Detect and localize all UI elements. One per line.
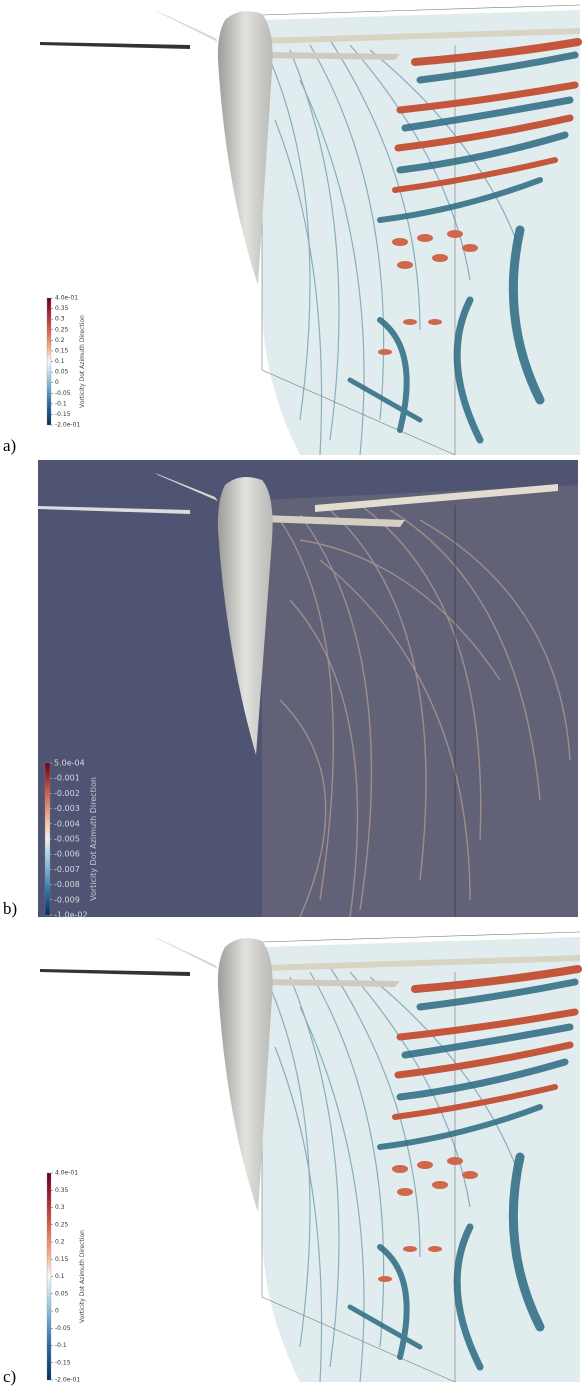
colorbar-tick-label: 0.2: [55, 337, 65, 344]
figure: a) 4.0e-01 0.35 0.3 0.25 0.2 0.15 0.1 0.05 0 -0.05…: [0, 0, 582, 1387]
colorbar-tick-label: 4.0e-01: [55, 295, 78, 302]
colorbar-tick-label: -0.15: [55, 1359, 71, 1366]
colorbar-title: Vorticity Dot Azimuth Direction: [79, 1230, 86, 1323]
colorbar-tick-label: -0.006: [54, 850, 80, 859]
colorbar-tick-label: -0.1: [55, 1342, 67, 1349]
colorbar-tick-label: 0: [55, 1308, 59, 1315]
page: {"panels": [ {"label": "a)", "colorbar":…: [0, 0, 582, 1387]
colorbar-tick-label: 5.0e-04: [54, 759, 85, 768]
colorbar-tick-label: 0: [55, 379, 59, 386]
colorbar-tick-label: -0.003: [54, 804, 80, 813]
colorbar-tick-label: 0.35: [55, 1187, 69, 1194]
colorbar-tick-label: 0.3: [55, 316, 65, 323]
colorbar-tick-label: 0.3: [55, 1204, 65, 1211]
colorbar-tick-label: -1.0e-02: [54, 911, 88, 920]
colorbar-tick-label: 0.25: [55, 326, 69, 333]
panel-label: b): [3, 899, 17, 918]
colorbar-tick-label: -0.004: [54, 819, 80, 828]
colorbar-tick-label: 0.05: [55, 1290, 69, 1297]
colorbar-tick-label: 0.35: [55, 305, 69, 312]
colorbar-tick-label: -2.0e-01: [55, 1377, 80, 1384]
colorbar-tick-label: -0.15: [55, 411, 71, 418]
colorbar-tick-label: 0.15: [55, 347, 69, 354]
colorbar-tick-label: -0.002: [54, 789, 80, 798]
colorbar-tick-label: -0.008: [54, 880, 80, 889]
panel-c: [40, 932, 580, 1382]
colorbar-tick-label: -2.0e-01: [55, 422, 80, 429]
colorbar-tick-label: 0.25: [55, 1221, 69, 1228]
colorbar: [47, 298, 51, 425]
colorbar-tick-label: 4.0e-01: [55, 1170, 78, 1177]
colorbar-title: Vorticity Dot Azimuth Direction: [89, 777, 98, 901]
colorbar: [45, 763, 50, 915]
colorbar-tick-label: 0.15: [55, 1256, 69, 1263]
colorbar-tick-label: -0.1: [55, 400, 67, 407]
colorbar-tick-label: 0.1: [55, 1273, 65, 1280]
colorbar-tick-label: -0.009: [54, 895, 80, 904]
colorbar-tick-label: -0.007: [54, 865, 80, 874]
colorbar-tick-label: -0.001: [54, 774, 80, 783]
colorbar-tick-label: 0.1: [55, 358, 65, 365]
panel-a: [40, 5, 580, 455]
colorbar-tick-label: -0.05: [55, 390, 71, 397]
colorbar-tick-label: 0.2: [55, 1239, 65, 1246]
panel-label: a): [3, 436, 16, 455]
colorbar-tick-label: -0.005: [54, 835, 80, 844]
colorbar-title: Vorticity Dot Azimuth Direction: [79, 315, 86, 408]
colorbar: [47, 1173, 51, 1380]
panel-b: [38, 460, 578, 917]
colorbar-tick-label: 0.05: [55, 369, 69, 376]
panel-label: c): [3, 1367, 16, 1386]
colorbar-tick-label: -0.05: [55, 1325, 71, 1332]
